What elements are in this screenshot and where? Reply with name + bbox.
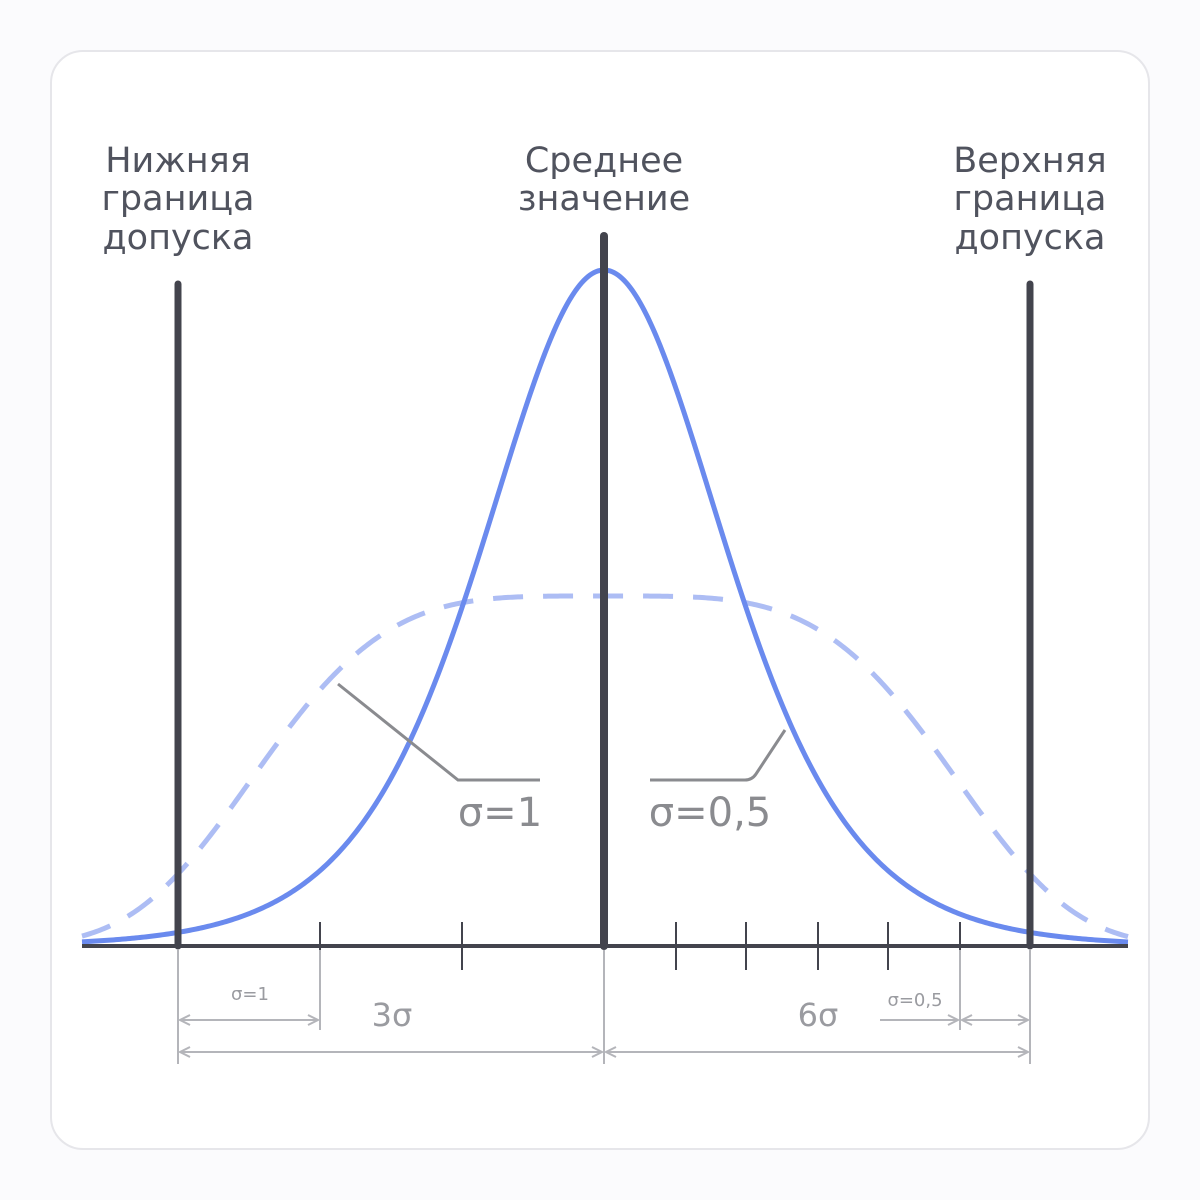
- dim-label: 3σ: [372, 996, 413, 1034]
- dim-label: σ=1: [231, 984, 269, 1005]
- leader: [337, 682, 540, 782]
- lower-limit-label: Нижняя граница допуска: [102, 141, 255, 258]
- dim-label: 6σ: [798, 996, 839, 1034]
- ticks: [319, 922, 961, 970]
- leader: [650, 729, 787, 782]
- label-line: Верхняя: [953, 141, 1106, 181]
- label-line: допуска: [102, 218, 253, 258]
- dimensions: [177, 950, 1031, 1064]
- label-line: Среднее: [525, 141, 683, 181]
- upper-limit-label: Верхняя граница допуска: [953, 141, 1106, 258]
- dim-label: σ=0,5: [887, 990, 942, 1011]
- curve-label: σ=0,5: [649, 790, 771, 836]
- mean-label: Среднее значение: [518, 141, 690, 219]
- label-line: граница: [102, 179, 255, 219]
- label-line: граница: [954, 179, 1107, 219]
- label-line: значение: [518, 179, 690, 219]
- curve-label: σ=1: [458, 790, 542, 836]
- label-line: Нижняя: [105, 141, 251, 181]
- label-line: допуска: [954, 218, 1105, 258]
